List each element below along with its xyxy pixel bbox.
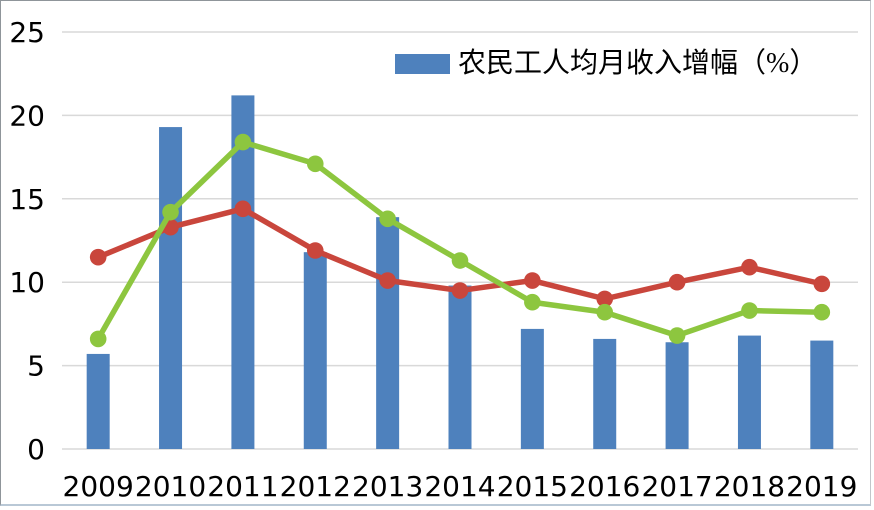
line-series-1-marker-2009: [89, 248, 107, 266]
x-tick-label-2009: 2009: [63, 470, 134, 503]
line-series-2-marker-2013: [379, 210, 396, 228]
line-series-2-marker-2010: [162, 203, 179, 221]
y-tick-label-0: 0: [27, 433, 45, 466]
bar-2009: [86, 353, 110, 449]
x-tick-label-2013: 2013: [352, 470, 423, 503]
legend-label: 农民工人均月收入增幅（%）: [458, 48, 818, 79]
x-tick-label-2011: 2011: [207, 470, 278, 503]
line-series-1-marker-2017: [668, 273, 686, 291]
x-tick-label-2010: 2010: [135, 470, 206, 503]
line-series-2-marker-2018: [741, 302, 758, 319]
line-series-1-marker-2011: [234, 200, 252, 218]
x-tick-label-2019: 2019: [786, 470, 857, 503]
line-series-2-marker-2012: [306, 155, 324, 173]
bar-2013: [376, 217, 400, 449]
bar-2015: [520, 328, 544, 449]
y-tick-label-15: 15: [9, 183, 45, 216]
x-tick-label-2017: 2017: [641, 470, 712, 503]
y-tick-label-20: 20: [9, 99, 45, 132]
line-series-2-marker-2009: [89, 330, 107, 348]
bar-2018: [737, 335, 761, 449]
x-tick-label-2015: 2015: [497, 470, 568, 503]
line-series-2-marker-2016: [596, 303, 614, 321]
line-series-1-marker-2016: [596, 290, 614, 308]
legend: 农民工人均月收入增幅（%）: [395, 50, 817, 78]
line-series-2-marker-2011: [234, 133, 252, 151]
bar-2019: [810, 340, 834, 449]
line-series-1-marker-2018: [741, 258, 758, 276]
line-series-2-marker-2015: [524, 293, 541, 311]
x-tick-label-2014: 2014: [424, 470, 495, 503]
line-series-1-marker-2014: [451, 282, 469, 299]
line-series-1-marker-2015: [524, 272, 541, 289]
y-tick-label-25: 25: [9, 16, 45, 49]
line-series-2-marker-2017: [668, 327, 686, 344]
line-series-2-marker-2019: [813, 303, 831, 321]
bar-2012: [303, 252, 327, 449]
y-tick-label-5: 5: [27, 350, 45, 383]
bar-2014: [448, 285, 472, 449]
y-tick-label-10: 10: [9, 266, 45, 299]
line-series-2-marker-2014: [451, 252, 469, 269]
x-tick-label-2012: 2012: [280, 470, 351, 503]
bar-2016: [593, 338, 617, 449]
line-series-1-marker-2019: [813, 275, 831, 293]
x-tick-label-2018: 2018: [714, 470, 785, 503]
line-series-1-marker-2012: [306, 242, 324, 259]
line-series-1-marker-2013: [379, 272, 396, 289]
legend-bar-swatch-icon: [395, 54, 450, 74]
bar-2011: [231, 95, 255, 449]
bar-2017: [665, 342, 689, 449]
bar-2010: [159, 127, 183, 450]
x-tick-label-2016: 2016: [569, 470, 640, 503]
